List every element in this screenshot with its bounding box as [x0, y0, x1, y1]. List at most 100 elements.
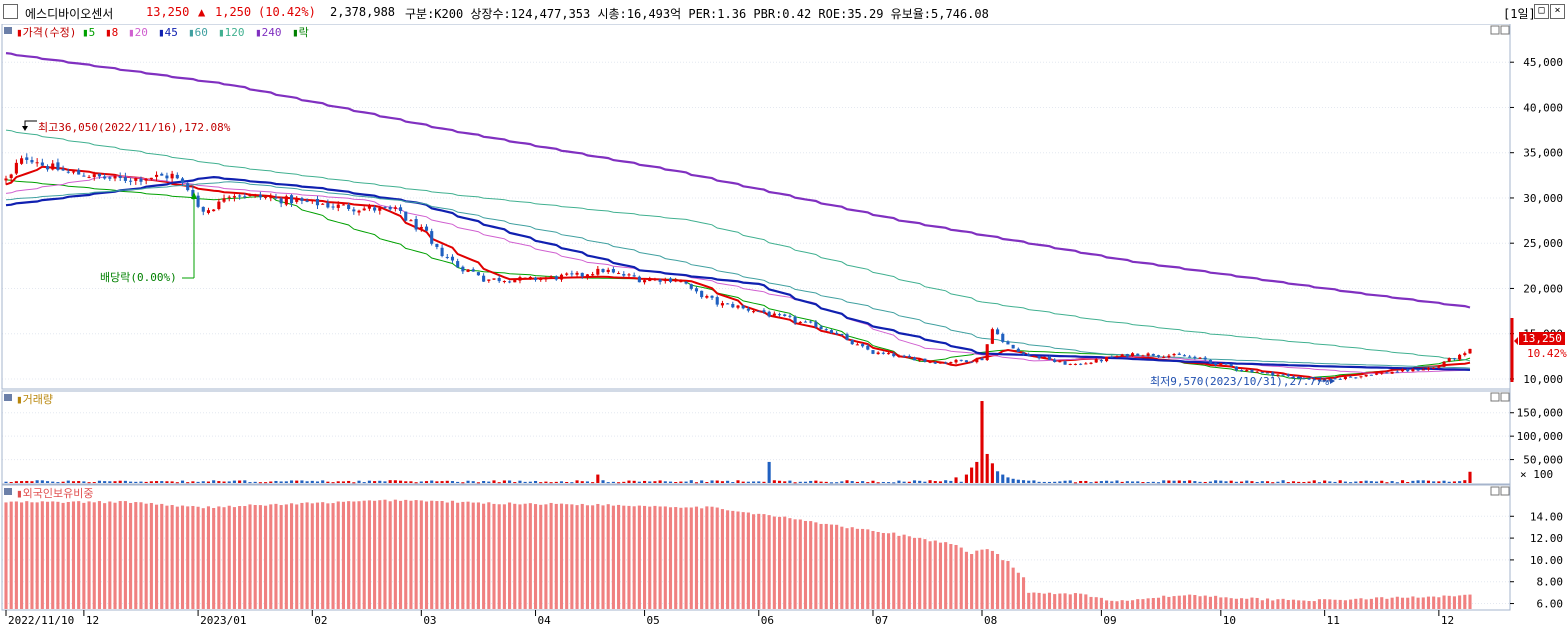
- foreign-bar: [684, 507, 688, 609]
- volume-pane-buttons[interactable]: [1490, 392, 1510, 402]
- window-icon[interactable]: [3, 4, 18, 19]
- candle-body: [788, 315, 792, 317]
- legend-ma-20[interactable]: ▮20: [128, 26, 148, 39]
- foreign-bar: [1094, 597, 1098, 609]
- volume-bar: [144, 481, 148, 483]
- candle-body: [741, 305, 745, 309]
- foreign-bar: [284, 504, 288, 609]
- volume-bar: [632, 480, 636, 483]
- foreign-bar: [959, 547, 963, 609]
- volume-bar: [767, 461, 771, 483]
- foreign-bar: [746, 512, 750, 609]
- foreign-bar: [9, 501, 13, 609]
- legend-ma-8[interactable]: ▮8: [105, 26, 118, 39]
- foreign-bar: [1011, 567, 1015, 609]
- foreign-bar: [476, 502, 480, 609]
- volume-bar: [923, 481, 927, 483]
- volume-bar: [476, 482, 480, 484]
- candle-body: [1219, 363, 1223, 365]
- candle-body: [165, 175, 169, 179]
- legend-ma-5[interactable]: ▮5: [82, 26, 95, 39]
- maximize-icon[interactable]: □: [1534, 4, 1549, 19]
- candle-body: [310, 199, 314, 202]
- foreign-bar: [1452, 596, 1456, 609]
- foreign-bar: [1400, 597, 1405, 609]
- legend-ma-120[interactable]: ▮120: [218, 26, 245, 39]
- volume-bar: [912, 480, 917, 483]
- candle-body: [222, 198, 226, 202]
- volume-bar: [1338, 480, 1342, 483]
- foreign-bar: [222, 507, 226, 609]
- candle-body: [1037, 355, 1041, 359]
- foreign-bar: [1338, 599, 1342, 609]
- volume-bar: [523, 481, 527, 483]
- volume-bar: [757, 481, 761, 483]
- candle-body: [933, 362, 937, 364]
- candle-body: [1105, 356, 1109, 362]
- volume-bar: [502, 480, 506, 483]
- volume-bar: [684, 481, 688, 483]
- foreign-bar: [777, 516, 782, 609]
- current-price: 13,250: [146, 5, 190, 19]
- candle-body: [466, 269, 470, 272]
- period-selector[interactable]: [1일]: [1503, 7, 1536, 21]
- volume-bar: [264, 482, 268, 484]
- volume-bar: [1089, 482, 1093, 484]
- foreign-bar: [97, 501, 101, 609]
- foreign-bar: [14, 501, 18, 609]
- candle-body: [533, 277, 538, 280]
- volume-bar: [191, 481, 195, 483]
- candle-body: [440, 247, 444, 257]
- candle-body: [497, 278, 501, 282]
- foreign-bar: [1260, 600, 1264, 609]
- foreign-bar: [56, 501, 60, 609]
- foreign-bar: [1463, 594, 1467, 609]
- candle-body: [845, 334, 849, 340]
- candle-body: [1354, 377, 1358, 379]
- volume-bar: [1094, 481, 1098, 483]
- volume-bar: [1302, 481, 1306, 483]
- candle-body: [855, 344, 859, 346]
- volume-bar: [87, 482, 91, 484]
- price-tag: 13,250: [1522, 332, 1562, 345]
- candle-body: [1188, 356, 1192, 358]
- foreign-bar: [1021, 577, 1026, 609]
- foreign-bar: [1182, 595, 1187, 609]
- candle-body: [352, 209, 356, 212]
- close-icon[interactable]: ×: [1550, 4, 1565, 19]
- volume-bar: [554, 481, 558, 483]
- legend-ma-240[interactable]: ▮240: [255, 26, 282, 39]
- foreign-bar: [902, 534, 906, 609]
- foreign-bar: [253, 505, 257, 609]
- volume-bar: [315, 481, 320, 483]
- foreign-bar: [331, 503, 335, 609]
- price-pane-buttons[interactable]: [1490, 25, 1510, 35]
- volume-bar: [1219, 480, 1223, 483]
- candle-body: [1136, 353, 1140, 356]
- candle-body: [1156, 355, 1161, 357]
- legend-items: ▮5 ▮8 ▮20 ▮45 ▮60 ▮120 ▮240 ▮락: [82, 26, 309, 39]
- candle-body: [1297, 376, 1301, 379]
- foreign-bar: [861, 528, 865, 609]
- legend-ma-45[interactable]: ▮45: [158, 26, 178, 39]
- foreign-bar: [87, 501, 91, 609]
- volume-bar: [1328, 481, 1332, 483]
- legend-ma-락[interactable]: ▮락: [292, 26, 309, 39]
- foreign-pane-buttons[interactable]: [1490, 486, 1510, 496]
- volume-bar: [1146, 481, 1150, 483]
- candle-body: [9, 174, 13, 178]
- volume-bar: [928, 480, 932, 483]
- candle-body: [1229, 364, 1233, 367]
- legend-ma-60[interactable]: ▮60: [188, 26, 208, 39]
- foreign-bar: [20, 502, 24, 609]
- foreign-bar: [596, 503, 600, 609]
- volume-bar: [196, 481, 200, 483]
- volume-bar: [731, 482, 735, 484]
- candle-body: [30, 160, 34, 163]
- foreign-bar: [1188, 594, 1192, 609]
- foreign-bar: [409, 500, 413, 609]
- volume-bar: [1032, 480, 1036, 483]
- foreign-bar: [118, 501, 122, 609]
- candle-body: [611, 269, 615, 273]
- foreign-bar: [1312, 601, 1316, 609]
